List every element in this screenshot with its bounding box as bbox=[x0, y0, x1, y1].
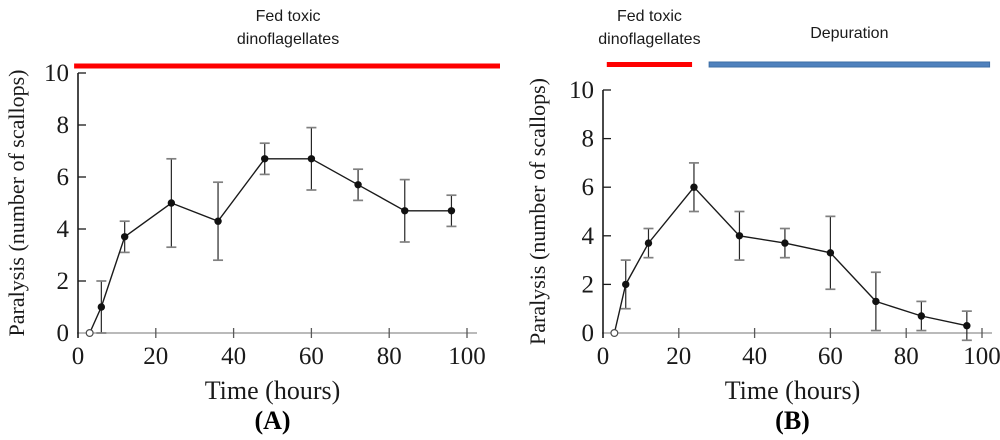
panel-caption: (A) bbox=[254, 406, 290, 435]
data-point bbox=[447, 207, 456, 215]
data-point bbox=[963, 322, 971, 330]
x-tick-label: 60 bbox=[818, 343, 843, 370]
phase-bar-label: dinoflagellates bbox=[598, 31, 700, 48]
phase-bar bbox=[606, 62, 693, 67]
y-tick-label: 2 bbox=[582, 271, 595, 298]
x-tick-label: 60 bbox=[299, 343, 324, 370]
phase-bar-label: Fed toxic bbox=[617, 8, 682, 25]
panel-b: Fed toxic dinoflagellates Depuration 0 20 40 6… bbox=[500, 0, 1000, 440]
phase-bar bbox=[708, 61, 991, 68]
data-point bbox=[644, 239, 653, 247]
y-axis-title: Paralysis (number of scallops) bbox=[525, 78, 550, 345]
phase-bar-label: Fed toxic bbox=[256, 8, 321, 25]
data-point bbox=[872, 297, 880, 306]
data-point bbox=[120, 233, 129, 241]
data-point bbox=[214, 217, 222, 225]
y-axis-title: Paralysis (number of scallops) bbox=[4, 70, 29, 337]
x-tick-label: 100 bbox=[963, 343, 1000, 370]
panel-caption: (B) bbox=[775, 406, 810, 435]
x-axis-title: Time (hours) bbox=[205, 376, 341, 405]
y-tick-label: 8 bbox=[57, 112, 70, 139]
data-point bbox=[401, 207, 409, 215]
data-point bbox=[781, 239, 789, 247]
y-tick-label: 8 bbox=[582, 126, 595, 153]
phase-bar bbox=[74, 63, 500, 69]
data-point bbox=[354, 181, 362, 189]
data-point bbox=[826, 249, 835, 257]
y-tick-label: 10 bbox=[569, 77, 594, 104]
data-point-open bbox=[85, 329, 94, 338]
y-tick-label: 6 bbox=[57, 164, 70, 191]
data-point bbox=[167, 199, 176, 207]
data-point-open bbox=[610, 329, 619, 338]
x-tick-label: 20 bbox=[666, 343, 691, 370]
x-tick-label: 0 bbox=[597, 343, 610, 370]
x-tick-label: 80 bbox=[894, 343, 919, 370]
y-tick-label: 10 bbox=[44, 60, 69, 87]
y-tick-label: 6 bbox=[582, 174, 595, 201]
data-point bbox=[261, 155, 269, 163]
data-line bbox=[613, 186, 967, 334]
data-point bbox=[735, 232, 744, 240]
y-tick-label: 4 bbox=[57, 216, 70, 243]
x-tick-label: 0 bbox=[72, 343, 85, 370]
x-tick-label: 100 bbox=[448, 343, 486, 370]
phase-bar-label: dinoflagellates bbox=[237, 31, 339, 48]
data-point bbox=[690, 183, 698, 191]
data-point bbox=[622, 280, 630, 289]
panel-a: Fed toxic dinoflagellates 0 20 40 60 80 100 0 2 4 6… bbox=[4, 8, 500, 435]
y-tick-label: 0 bbox=[582, 320, 595, 347]
x-tick-label: 20 bbox=[143, 343, 168, 370]
y-tick-label: 4 bbox=[582, 223, 595, 250]
x-tick-label: 40 bbox=[221, 343, 246, 370]
x-tick-label: 80 bbox=[377, 343, 402, 370]
data-point bbox=[307, 155, 316, 163]
data-line bbox=[89, 158, 452, 334]
x-tick-label: 40 bbox=[742, 343, 767, 370]
y-tick-label: 2 bbox=[57, 268, 70, 295]
x-axis-title: Time (hours) bbox=[725, 376, 861, 405]
data-point bbox=[917, 312, 926, 320]
y-tick-label: 0 bbox=[57, 320, 70, 347]
phase-bar-label: Depuration bbox=[810, 25, 888, 42]
data-point bbox=[97, 303, 106, 311]
panel-a-chart: Fed toxic dinoflagellates 0 20 40 60 80 100 0 2 4 6… bbox=[4, 8, 500, 435]
